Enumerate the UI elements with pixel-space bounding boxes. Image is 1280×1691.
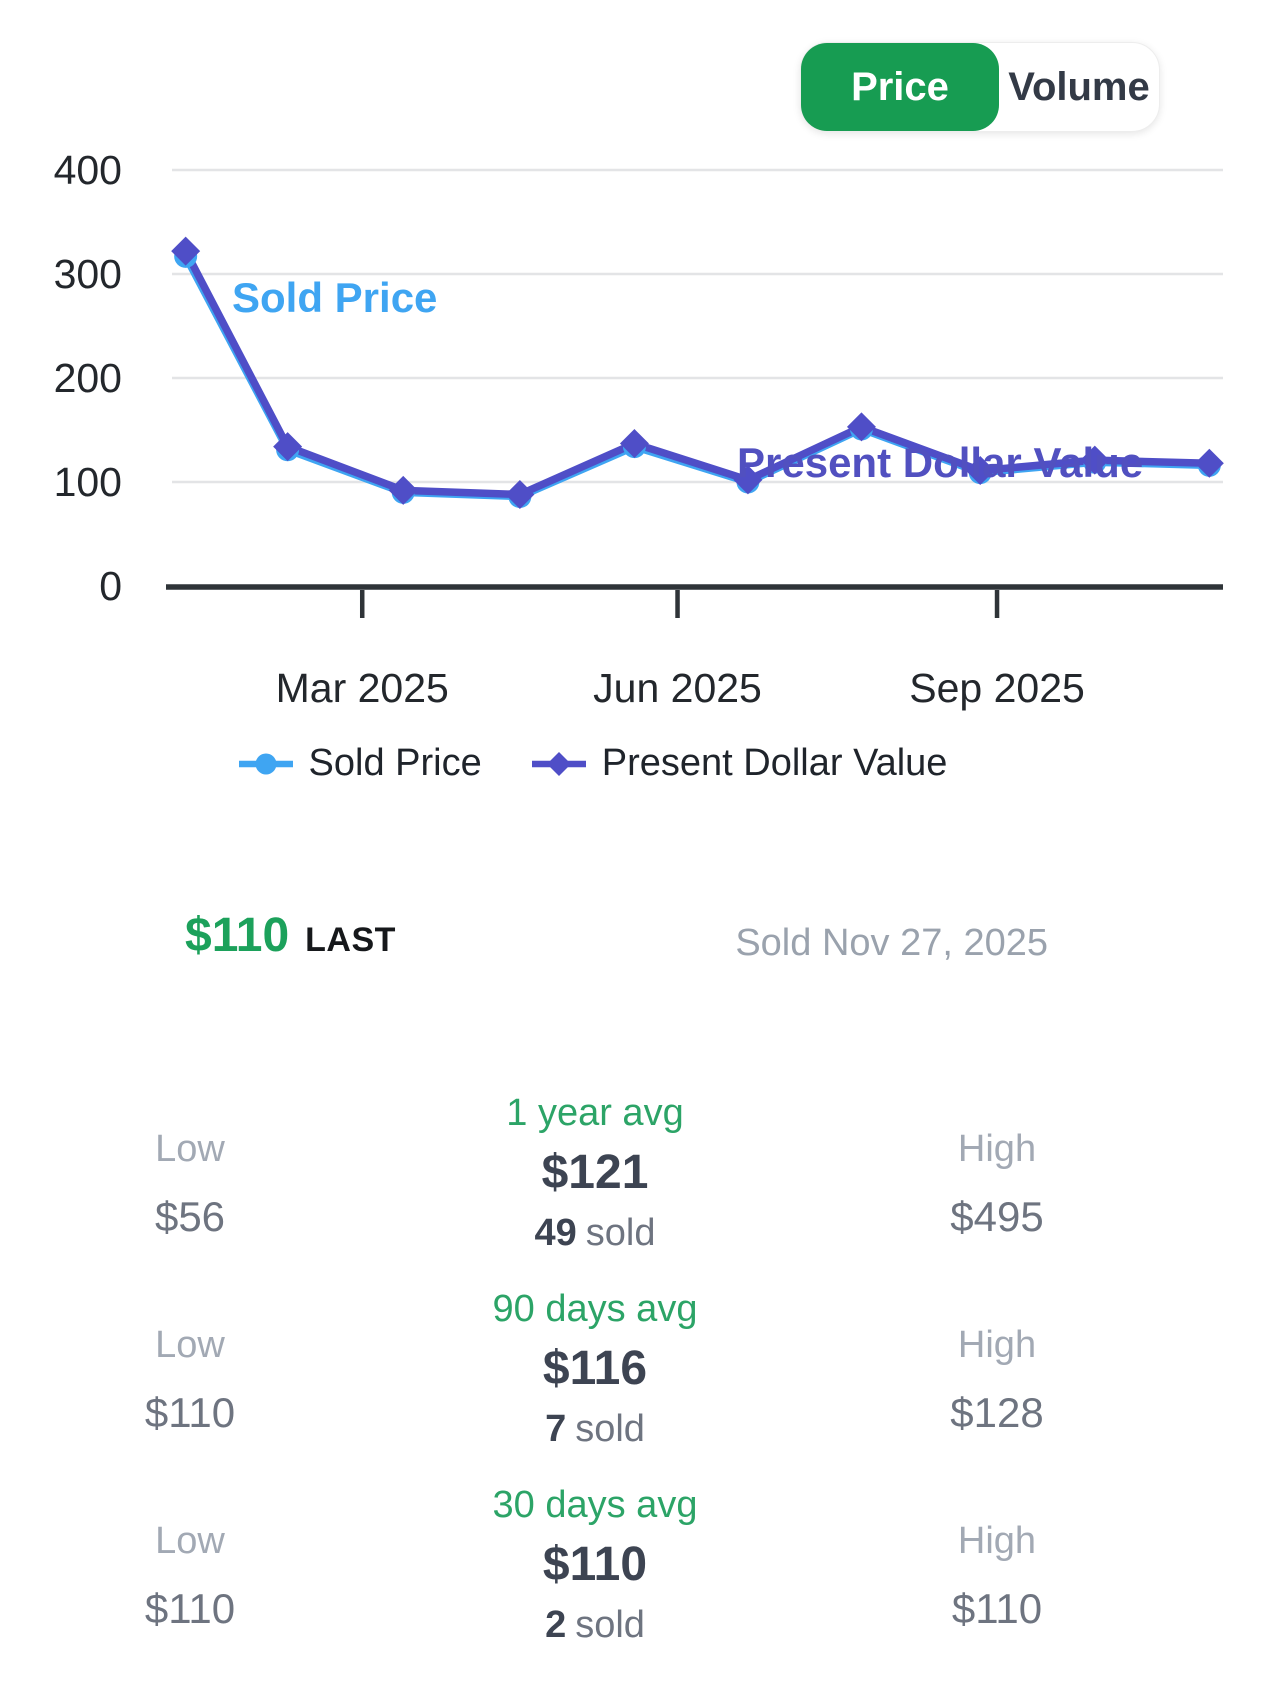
- chart-legend: Sold Price Present Dollar Value: [0, 742, 1280, 785]
- high-stat: High $128: [950, 1324, 1043, 1437]
- svg-text:0: 0: [99, 563, 122, 609]
- low-label: Low: [155, 1520, 225, 1562]
- avg-stat: 1 year avg $121 49 sold: [0, 1092, 1235, 1255]
- low-value: $110: [144, 1585, 236, 1632]
- low-value: $110: [144, 1389, 236, 1436]
- avg-value: $116: [542, 1342, 648, 1395]
- sold-count-line: 49 sold: [534, 1212, 656, 1254]
- sold-count-line: 7 sold: [545, 1408, 645, 1450]
- svg-text:400: 400: [54, 147, 122, 193]
- last-price: $110: [185, 909, 290, 962]
- svg-text:100: 100: [54, 459, 122, 505]
- period-label: 30 days avg: [492, 1484, 698, 1526]
- sold-price-marker-icon: [238, 753, 293, 774]
- svg-text:Sep 2025: Sep 2025: [909, 665, 1085, 711]
- low-value: $56: [154, 1193, 226, 1240]
- high-value: $110: [951, 1585, 1043, 1632]
- svg-text:Mar 2025: Mar 2025: [276, 665, 449, 711]
- svg-text:Jun 2025: Jun 2025: [593, 665, 762, 711]
- legend-label-sold-price: Sold Price: [308, 742, 482, 784]
- stat-row-90-days: Low $110 90 days avg $116 7 sold High $12…: [0, 1288, 1280, 1451]
- legend-label-present-dollar-value: Present Dollar Value: [601, 742, 948, 784]
- legend-item-present-dollar-value[interactable]: Present Dollar Value: [530, 742, 948, 785]
- low-stat: Low $110: [145, 1324, 235, 1437]
- high-stat: High $110: [952, 1520, 1042, 1633]
- volume-tab[interactable]: Volume: [999, 43, 1159, 131]
- high-label: High: [957, 1128, 1037, 1170]
- avg-stat: 30 days avg $110 2 sold: [0, 1484, 1235, 1647]
- low-stat: Low $56: [155, 1128, 225, 1241]
- avg-stat: 90 days avg $116 7 sold: [0, 1288, 1235, 1451]
- price-tab[interactable]: Price: [801, 43, 999, 131]
- stat-row-1-year: Low $56 1 year avg $121 49 sold High $495: [0, 1092, 1280, 1255]
- last-label: LAST: [305, 921, 396, 959]
- avg-value: $110: [542, 1538, 648, 1591]
- low-label: Low: [155, 1324, 225, 1366]
- stat-row-30-days: Low $110 30 days avg $110 2 sold High $11…: [0, 1484, 1280, 1647]
- price-history-chart[interactable]: 0 100 200 300 400 Mar 2025 Jun 2025 Sep 2025 Sol…: [0, 0, 1280, 730]
- last-sale-summary: $110 LAST: [185, 908, 396, 963]
- high-value: $128: [950, 1389, 1044, 1436]
- period-label: 1 year avg: [506, 1092, 684, 1134]
- low-stat: Low $110: [145, 1520, 235, 1633]
- high-stat: High $495: [950, 1128, 1043, 1241]
- avg-value: $121: [541, 1146, 649, 1199]
- present-dollar-value-marker-icon: [531, 751, 586, 776]
- legend-item-sold-price[interactable]: Sold Price: [237, 742, 482, 785]
- svg-text:300: 300: [54, 251, 122, 297]
- high-label: High: [957, 1520, 1037, 1562]
- svg-text:Present Dollar Value: Present Dollar Value: [737, 439, 1143, 486]
- period-label: 90 days avg: [492, 1288, 698, 1330]
- low-label: Low: [155, 1128, 225, 1170]
- last-sold-date: Sold Nov 27, 2025: [735, 922, 1048, 964]
- high-value: $495: [950, 1193, 1044, 1240]
- high-label: High: [957, 1324, 1037, 1366]
- sold-count-line: 2 sold: [545, 1604, 645, 1646]
- price-volume-toggle: Price Volume: [800, 42, 1160, 132]
- svg-text:Sold Price: Sold Price: [232, 274, 437, 321]
- svg-text:200: 200: [54, 355, 122, 401]
